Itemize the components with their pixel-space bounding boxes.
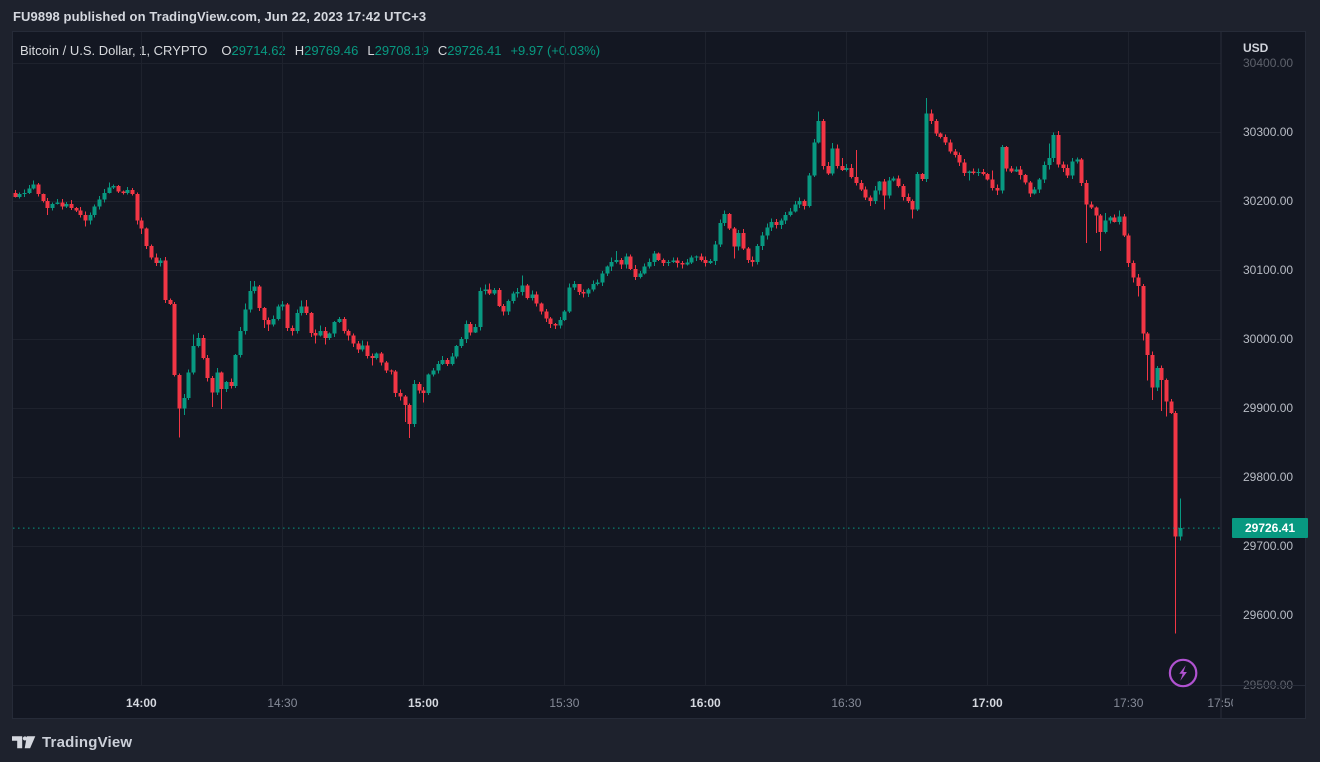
- time-axis-label: 16:30: [831, 696, 862, 710]
- price-axis-label: 29800.00: [1243, 470, 1294, 485]
- price-axis-label: 29900.00: [1243, 401, 1294, 416]
- flash-button[interactable]: [1168, 658, 1198, 688]
- price-axis-currency[interactable]: USD: [1243, 41, 1269, 55]
- time-axis-label: 15:30: [549, 696, 580, 710]
- tradingview-brand[interactable]: TradingView: [12, 733, 132, 751]
- price-axis-label: 30100.00: [1243, 263, 1294, 278]
- time-axis-label: 17:30: [1113, 696, 1144, 710]
- time-axis-label: 14:00: [126, 696, 157, 710]
- current-price-badge: 29726.41: [1232, 518, 1308, 539]
- chart-legend: Bitcoin / U.S. Dollar, 1, CRYPTO O29714.6…: [20, 43, 600, 59]
- price-axis-label: 29700.00: [1243, 539, 1294, 554]
- ohlc-O: O29714.62: [221, 43, 286, 58]
- chart-frame: Bitcoin / U.S. Dollar, 1, CRYPTO O29714.6…: [12, 31, 1308, 719]
- change-value: +9.97 (+0.03%): [510, 43, 601, 58]
- price-axis-label: 29500.00: [1243, 677, 1294, 692]
- candles: [13, 98, 1183, 634]
- price-axis-label: 30400.00: [1243, 55, 1294, 70]
- price-axis-label: 29600.00: [1243, 608, 1294, 623]
- ohlc-C: C29726.41: [437, 43, 502, 58]
- candlestick-chart[interactable]: [13, 32, 1305, 718]
- time-axis-label: 17:50: [1207, 696, 1233, 710]
- symbol-title[interactable]: Bitcoin / U.S. Dollar, 1, CRYPTO: [20, 43, 208, 58]
- price-axis-label: 30200.00: [1243, 194, 1294, 209]
- time-axis-label: 16:00: [690, 696, 721, 710]
- snapshot-attribution-bar: FU9898 published on TradingView.com, Jun…: [0, 0, 1320, 31]
- attribution-text: FU9898 published on TradingView.com, Jun…: [13, 9, 427, 24]
- price-axis-label: 30000.00: [1243, 332, 1294, 347]
- time-axis-label: 15:00: [408, 696, 439, 710]
- time-axis-label: 17:00: [972, 696, 1003, 710]
- price-axis-label: 30300.00: [1243, 125, 1294, 139]
- tradingview-logo-icon: [12, 735, 36, 748]
- tradingview-brand-name: TradingView: [42, 733, 133, 751]
- ohlc-L: L29708.19: [367, 43, 429, 58]
- grid: [13, 32, 1221, 686]
- lightning-icon: [1179, 665, 1187, 681]
- ohlc-H: H29769.46: [294, 43, 359, 58]
- time-axis-label: 14:30: [267, 696, 298, 710]
